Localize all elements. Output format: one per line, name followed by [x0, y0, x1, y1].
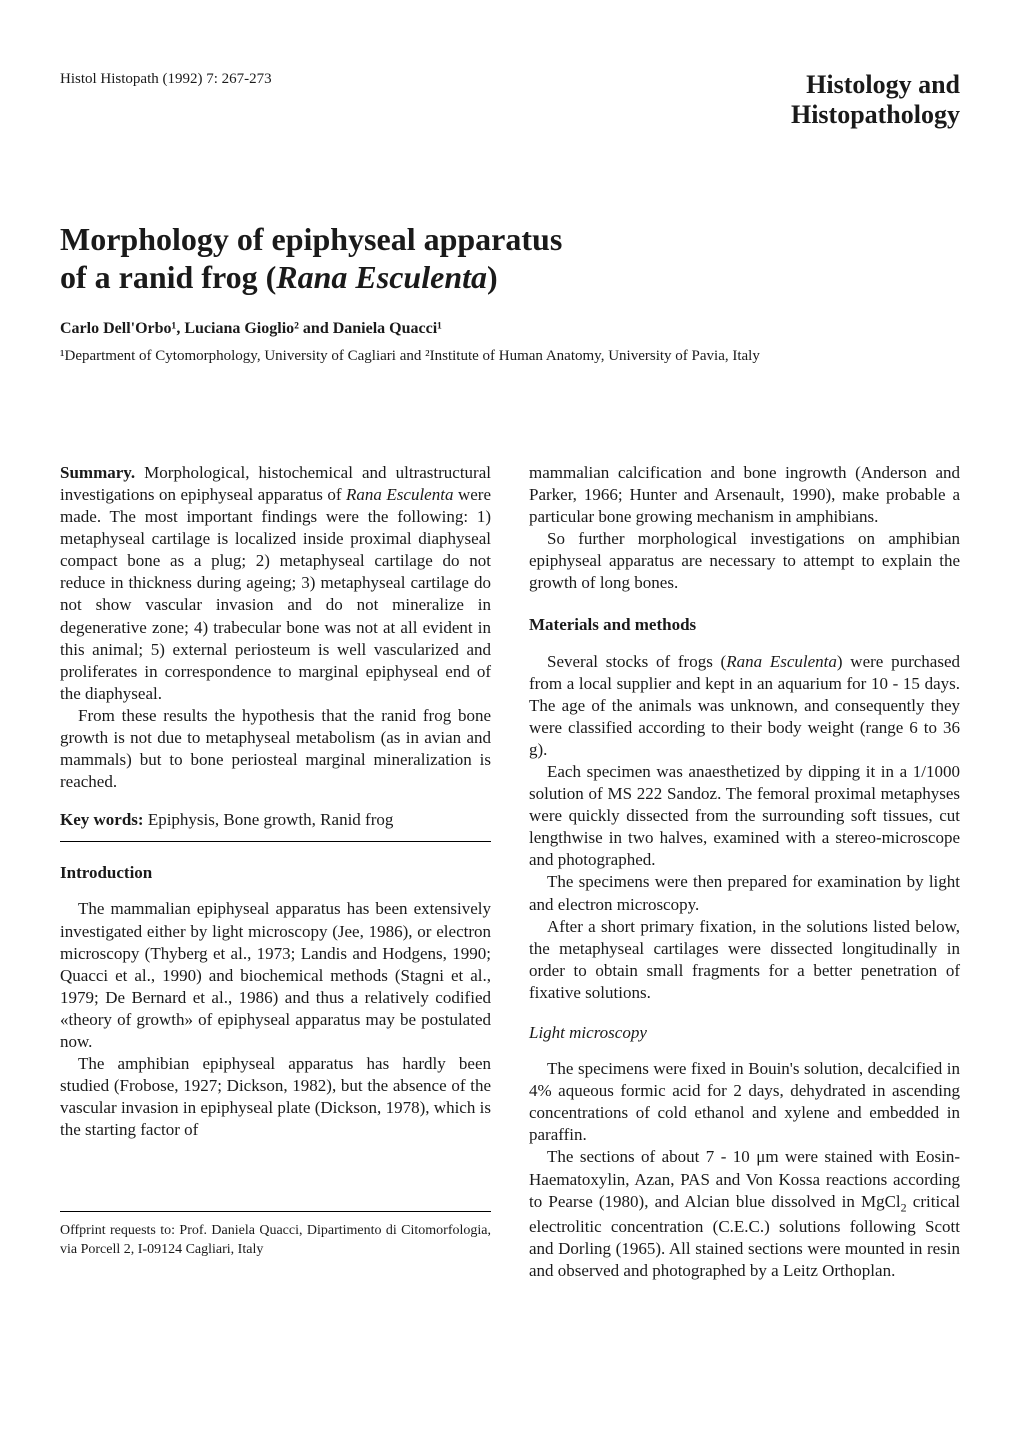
right-column: mammalian calcification and bone ingrowt… [529, 462, 960, 1282]
summary-paragraph-2: From these results the hypothesis that t… [60, 705, 491, 793]
summary-text-2: were made. The most important findings w… [60, 485, 491, 703]
keywords-text: Epiphysis, Bone growth, Ranid frog [144, 810, 394, 829]
introduction-p2: The amphibian epiphyseal apparatus has h… [60, 1053, 491, 1141]
left-column: Summary. Morphological, histochemical an… [60, 462, 491, 1282]
keywords-line: Key words: Epiphysis, Bone growth, Ranid… [60, 809, 491, 831]
light-microscopy-p2: The sections of about 7 - 10 μm were sta… [529, 1146, 960, 1281]
citation-text: Histol Histopath (1992) 7: 267-273 [60, 70, 272, 90]
lm-p2-a: The sections of about 7 - 10 μm were sta… [529, 1147, 960, 1210]
offprint-requests: Offprint requests to: Prof. Daniela Quac… [60, 1222, 491, 1258]
offprint-divider [60, 1211, 491, 1212]
page-header: Histol Histopath (1992) 7: 267-273 Histo… [60, 70, 960, 130]
col2-p2: So further morphological investigations … [529, 528, 960, 594]
title-line2-a: of a ranid frog ( [60, 259, 276, 295]
title-line1: Morphology of epiphyseal apparatus [60, 221, 562, 257]
introduction-p1: The mammalian epiphyseal apparatus has b… [60, 898, 491, 1053]
keywords-divider [60, 841, 491, 842]
title-close: ) [487, 259, 498, 295]
summary-paragraph: Summary. Morphological, histochemical an… [60, 462, 491, 705]
materials-p3: The specimens were then prepared for exa… [529, 871, 960, 915]
introduction-heading: Introduction [60, 862, 491, 884]
title-species: Rana Esculenta [276, 259, 487, 295]
journal-name: Histology and Histopathology [791, 70, 960, 130]
light-microscopy-p1: The specimens were fixed in Bouin's solu… [529, 1058, 960, 1146]
materials-p1: Several stocks of frogs (Rana Esculenta)… [529, 651, 960, 761]
summary-label: Summary. [60, 463, 135, 482]
keywords-label: Key words: [60, 810, 144, 829]
light-microscopy-heading: Light microscopy [529, 1022, 960, 1044]
journal-line1: Histology and [806, 70, 960, 99]
materials-species: Rana Esculenta [726, 652, 837, 671]
materials-p4: After a short primary fixation, in the s… [529, 916, 960, 1004]
journal-line2: Histopathology [791, 100, 960, 129]
article-title: Morphology of epiphyseal apparatus of a … [60, 220, 960, 297]
body-columns: Summary. Morphological, histochemical an… [60, 462, 960, 1282]
materials-p1-a: Several stocks of frogs ( [547, 652, 726, 671]
materials-heading: Materials and methods [529, 614, 960, 636]
col2-p1: mammalian calcification and bone ingrowt… [529, 462, 960, 528]
materials-p2: Each specimen was anaesthetized by dippi… [529, 761, 960, 871]
authors: Carlo Dell'Orbo¹, Luciana Gioglio² and D… [60, 319, 960, 340]
summary-species: Rana Esculenta [346, 485, 453, 504]
affiliations: ¹Department of Cytomorphology, Universit… [60, 347, 960, 367]
